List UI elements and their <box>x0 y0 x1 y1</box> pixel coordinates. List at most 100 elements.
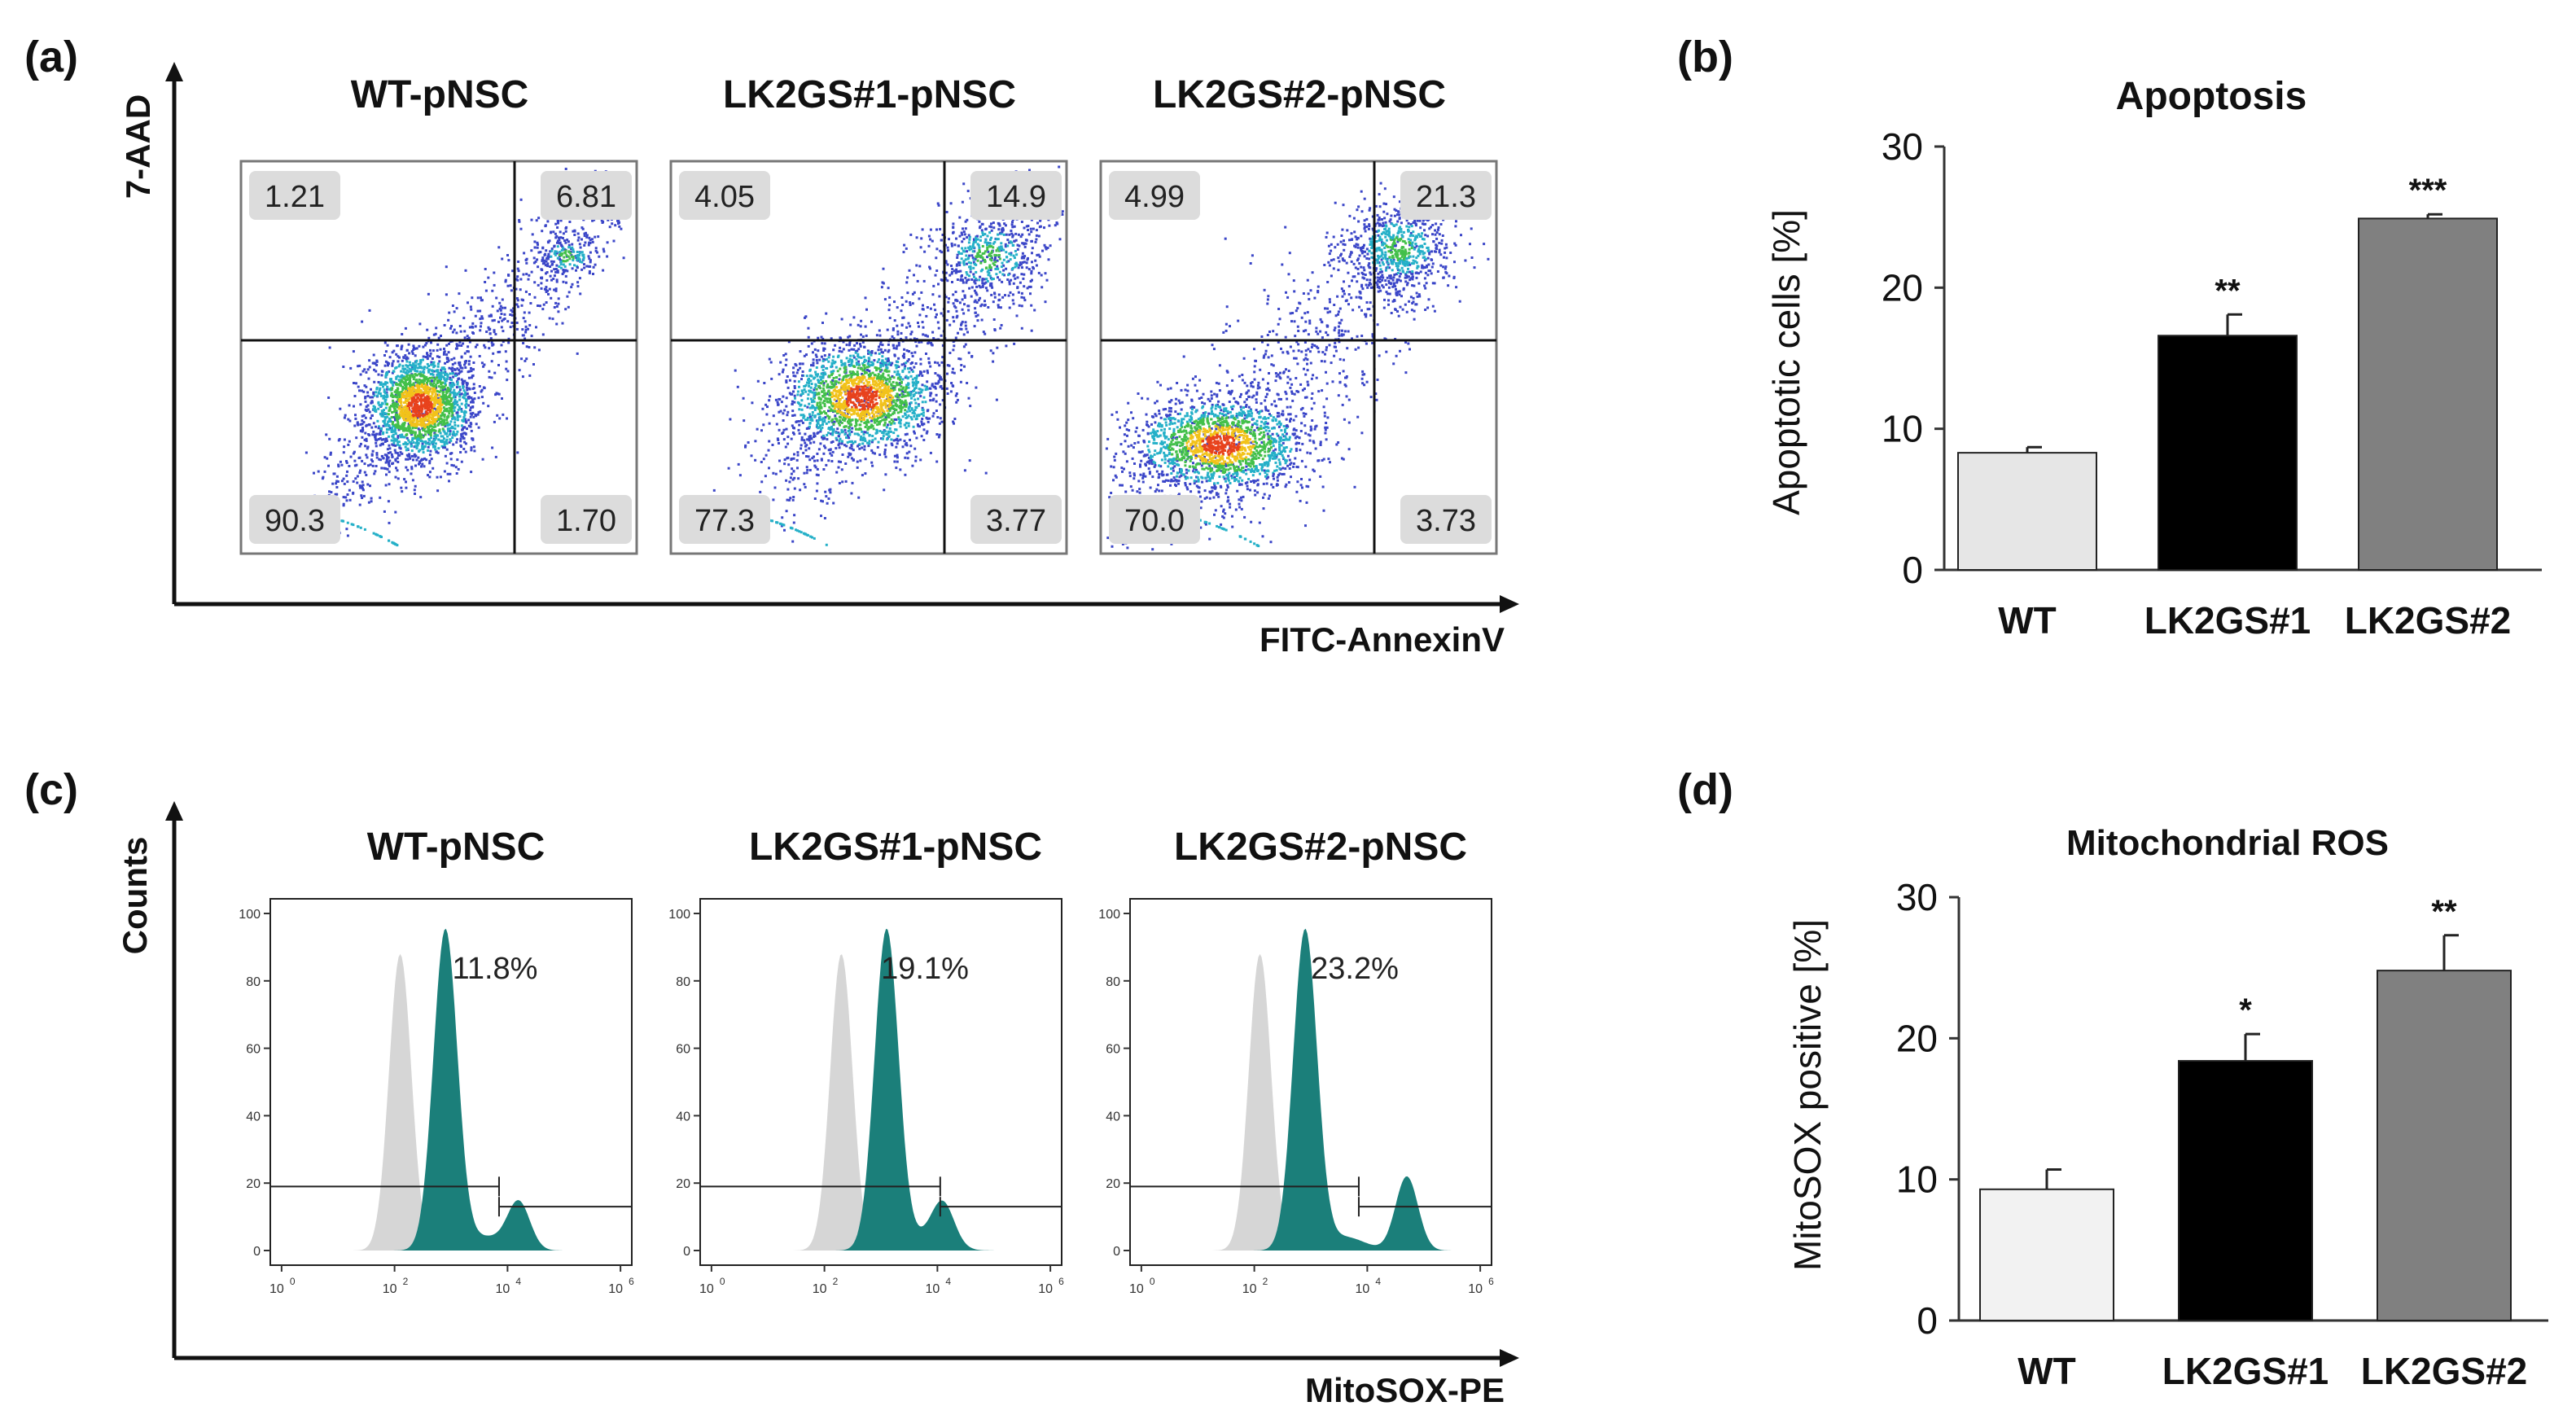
dot <box>953 371 956 375</box>
dot <box>860 399 863 402</box>
dot <box>801 392 804 395</box>
dot <box>948 323 952 326</box>
dot <box>383 383 387 386</box>
dot <box>470 396 473 400</box>
dot <box>570 286 573 289</box>
dot <box>453 328 456 331</box>
dot <box>541 259 544 261</box>
dot <box>396 426 400 429</box>
dot <box>327 464 330 467</box>
dot <box>899 410 902 414</box>
dot <box>424 418 427 421</box>
dot <box>817 448 821 451</box>
dot <box>455 472 458 475</box>
dot <box>423 392 427 395</box>
dot <box>387 420 390 423</box>
dot <box>358 389 361 392</box>
dot <box>875 390 878 393</box>
dot <box>404 354 407 357</box>
dot <box>532 261 536 265</box>
dot <box>431 391 434 394</box>
dot <box>458 292 461 296</box>
dot <box>348 488 351 492</box>
dot <box>413 400 416 402</box>
dot <box>416 444 419 447</box>
dot <box>848 370 852 374</box>
dot <box>1004 243 1007 246</box>
dot <box>388 356 392 359</box>
dot <box>789 497 792 500</box>
dot <box>362 414 366 417</box>
dot <box>444 395 447 398</box>
dot <box>402 411 405 414</box>
dot <box>857 360 860 363</box>
dot <box>904 388 907 392</box>
dot <box>962 290 965 293</box>
dot <box>917 424 920 427</box>
dot <box>445 390 449 393</box>
dot <box>927 341 931 344</box>
dot <box>487 326 490 329</box>
dot <box>874 394 876 397</box>
dot <box>537 304 539 307</box>
dot <box>905 452 909 455</box>
dot <box>427 392 430 396</box>
dot <box>587 255 590 258</box>
dot <box>790 458 793 461</box>
dot <box>394 475 397 479</box>
dot <box>428 409 432 411</box>
dot <box>460 344 463 347</box>
dot <box>524 328 528 331</box>
dot <box>367 501 370 504</box>
dot <box>472 361 475 364</box>
dot <box>383 422 386 425</box>
dot <box>807 382 810 385</box>
dot <box>848 390 852 393</box>
dot <box>392 444 395 447</box>
dot <box>505 360 508 363</box>
dot <box>860 333 862 336</box>
dot <box>894 404 897 406</box>
dot <box>425 375 428 379</box>
dot <box>845 344 848 347</box>
dot <box>768 422 771 425</box>
dot <box>515 327 519 331</box>
dot <box>423 465 426 468</box>
dot <box>507 274 510 277</box>
dot <box>515 287 518 291</box>
dot <box>807 344 810 348</box>
dot <box>964 321 967 324</box>
dot <box>408 361 411 364</box>
dot <box>515 322 519 324</box>
dot <box>583 234 586 238</box>
dot <box>816 467 819 471</box>
dot <box>561 237 564 239</box>
dot <box>436 355 439 358</box>
dot <box>841 480 844 484</box>
dot <box>929 267 931 270</box>
dot <box>407 377 410 380</box>
dot <box>892 337 896 340</box>
dot <box>444 454 447 458</box>
dot <box>448 342 450 345</box>
dot <box>895 399 898 402</box>
dot <box>866 366 869 369</box>
dot <box>1027 256 1029 260</box>
dot <box>952 420 955 423</box>
dot <box>948 352 952 354</box>
dot <box>848 446 852 449</box>
dot <box>423 344 427 347</box>
dot <box>345 474 348 477</box>
dot <box>772 471 775 475</box>
dot <box>488 347 491 350</box>
dot <box>414 404 417 407</box>
dot <box>1031 252 1033 255</box>
dot <box>938 295 941 298</box>
dot <box>876 406 879 409</box>
dot <box>800 444 803 447</box>
dot <box>436 390 439 393</box>
dot <box>1017 233 1020 236</box>
dot <box>413 418 416 422</box>
dot <box>580 226 584 230</box>
dot <box>861 372 864 375</box>
